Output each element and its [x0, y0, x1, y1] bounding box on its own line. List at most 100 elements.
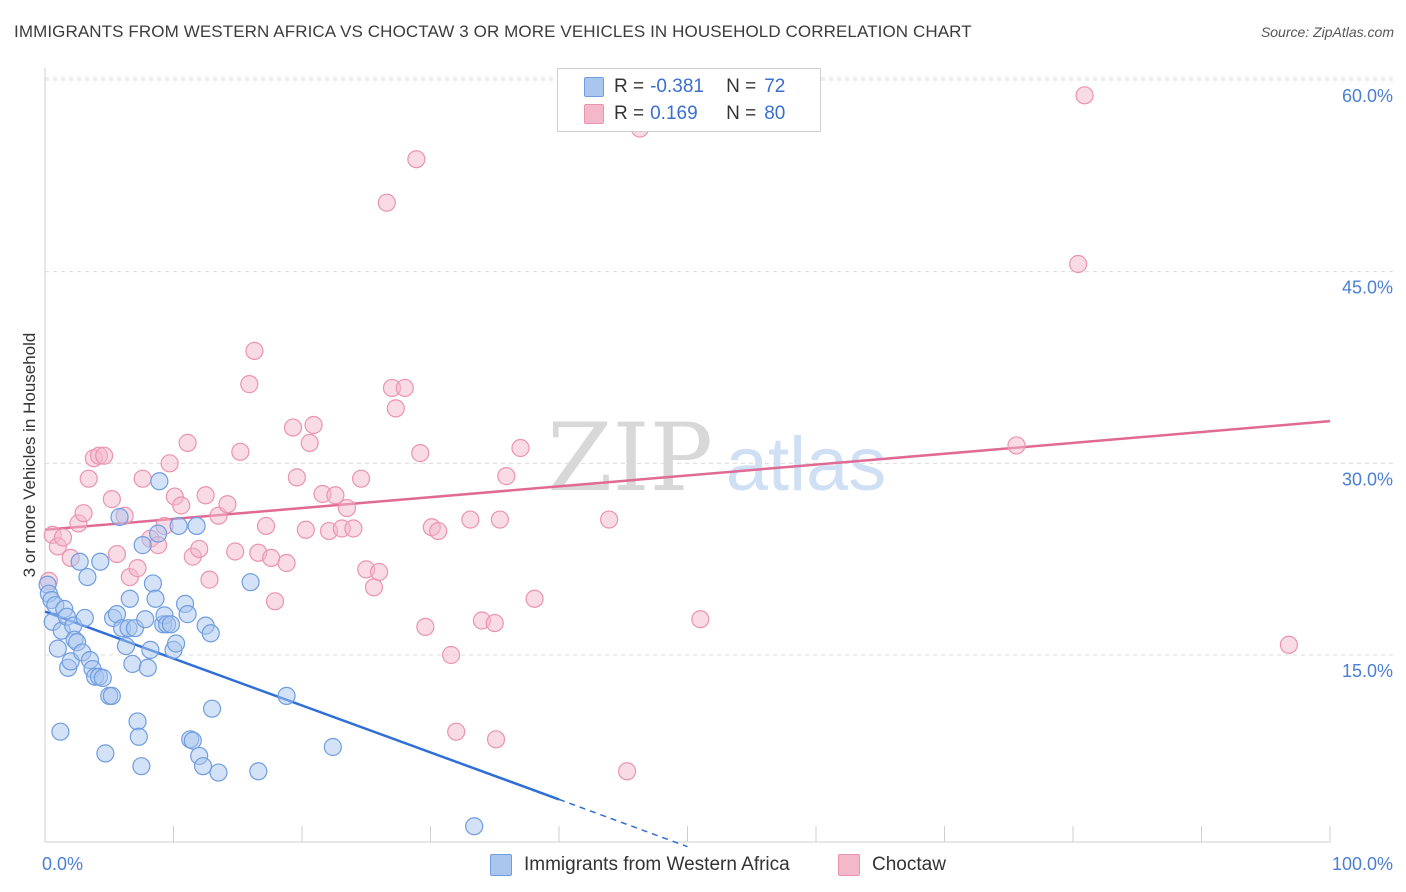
- choctaw-point: [618, 762, 637, 781]
- western-africa-point: [70, 552, 89, 571]
- western-africa-point: [150, 472, 169, 491]
- bottom-legend-swatch-blue: [490, 854, 512, 876]
- choctaw-point: [461, 510, 480, 529]
- choctaw-point: [344, 519, 363, 538]
- x-tick-label: 100.0%: [1332, 854, 1393, 874]
- western-africa-point: [96, 744, 115, 763]
- choctaw-point: [416, 617, 435, 636]
- western-africa-point: [193, 757, 213, 776]
- western-africa-point: [148, 524, 168, 543]
- choctaw-point: [497, 467, 516, 486]
- choctaw-point: [178, 433, 197, 452]
- western-africa-point: [102, 686, 121, 705]
- western-africa-point: [123, 654, 142, 674]
- western-africa-point: [277, 686, 296, 705]
- choctaw-point: [511, 438, 530, 458]
- choctaw-point: [160, 454, 179, 473]
- choctaw-point: [490, 510, 509, 529]
- source-credit: Source: ZipAtlas.com: [1260, 24, 1394, 40]
- western-africa-point: [249, 762, 268, 781]
- y-tick-label: 60.0%: [1342, 86, 1393, 106]
- western-africa-point: [136, 610, 155, 629]
- choctaw-point: [395, 378, 414, 398]
- bottom-legend-label: Choctaw: [872, 854, 946, 875]
- choctaw-point: [262, 548, 281, 567]
- western-africa-point: [183, 731, 202, 750]
- choctaw-point: [300, 433, 319, 452]
- legend-n-value: 80: [764, 103, 786, 124]
- choctaw-point: [600, 510, 619, 529]
- western-africa-point: [241, 573, 260, 592]
- western-africa-point: [138, 658, 157, 677]
- western-africa-point: [128, 712, 147, 731]
- choctaw-point: [691, 610, 710, 629]
- choctaw-point: [1075, 86, 1094, 105]
- choctaw-point: [226, 542, 245, 561]
- western-africa-point: [465, 817, 484, 836]
- bottom-legend-choctaw: Choctaw: [838, 852, 946, 878]
- choctaw-trend-line: [44, 419, 1331, 532]
- western-africa-point: [141, 640, 160, 659]
- choctaw-point: [326, 486, 345, 505]
- bottom-legend-swatch-pink: [838, 854, 860, 876]
- legend-n-label: N =: [726, 76, 757, 97]
- western-africa-point: [323, 737, 342, 757]
- choctaw-point: [265, 592, 285, 611]
- choctaw-point: [133, 469, 152, 488]
- choctaw-point: [411, 444, 430, 463]
- axes: [44, 68, 1331, 843]
- western-africa-point: [51, 722, 70, 741]
- correlation-legend: R = -0.381 N = 72 R = 0.169 N = 80: [557, 68, 821, 132]
- western-africa-point: [169, 516, 188, 536]
- choctaw-point: [525, 589, 544, 608]
- choctaw-point: [218, 495, 237, 514]
- western-africa-points: [38, 472, 484, 836]
- legend-r-label: R =: [614, 103, 645, 124]
- western-africa-point: [110, 507, 129, 527]
- choctaw-point: [256, 516, 276, 536]
- western-africa-point: [120, 589, 139, 608]
- legend-row-western-africa: R = -0.381 N = 72: [584, 75, 785, 99]
- choctaw-point: [95, 446, 114, 465]
- choctaw-point: [1069, 254, 1088, 274]
- western-africa-point: [209, 763, 228, 782]
- choctaw-point: [447, 722, 466, 741]
- western-africa-trend-extension: [558, 798, 688, 848]
- y-tick-label: 30.0%: [1342, 469, 1393, 489]
- choctaw-point: [441, 645, 461, 665]
- western-africa-point: [48, 639, 67, 658]
- western-africa-point: [161, 615, 181, 634]
- legend-r-value: 0.169: [650, 103, 698, 124]
- choctaw-point: [337, 498, 357, 518]
- western-africa-point: [178, 605, 197, 624]
- western-africa-point: [75, 608, 94, 628]
- choctaw-point: [377, 193, 396, 212]
- choctaw-point: [79, 469, 98, 488]
- choctaw-point: [304, 415, 323, 435]
- choctaw-point: [287, 468, 306, 487]
- choctaw-point: [231, 442, 250, 461]
- western-africa-point: [202, 699, 222, 718]
- choctaw-point: [277, 553, 296, 573]
- legend-r-label: R =: [614, 76, 645, 97]
- legend-r-value: -0.381: [650, 76, 704, 97]
- legend-n-label: N =: [726, 103, 757, 124]
- choctaw-point: [53, 528, 73, 547]
- western-africa-point: [201, 624, 220, 643]
- western-africa-point: [116, 636, 136, 656]
- western-africa-point: [146, 589, 165, 608]
- y-axis-label: 3 or more Vehicles in Household: [20, 332, 39, 578]
- choctaw-point: [486, 730, 506, 749]
- western-africa-point: [78, 567, 97, 587]
- choctaw-point: [407, 150, 426, 169]
- choctaw-point: [245, 341, 264, 360]
- western-africa-point: [187, 516, 206, 536]
- western-africa-point: [166, 634, 186, 653]
- watermark-zip: ZIP: [547, 404, 713, 513]
- choctaw-point: [370, 562, 389, 582]
- western-africa-point: [129, 727, 148, 746]
- choctaw-point: [296, 520, 315, 539]
- western-africa-point: [132, 757, 151, 776]
- choctaw-point: [196, 486, 215, 505]
